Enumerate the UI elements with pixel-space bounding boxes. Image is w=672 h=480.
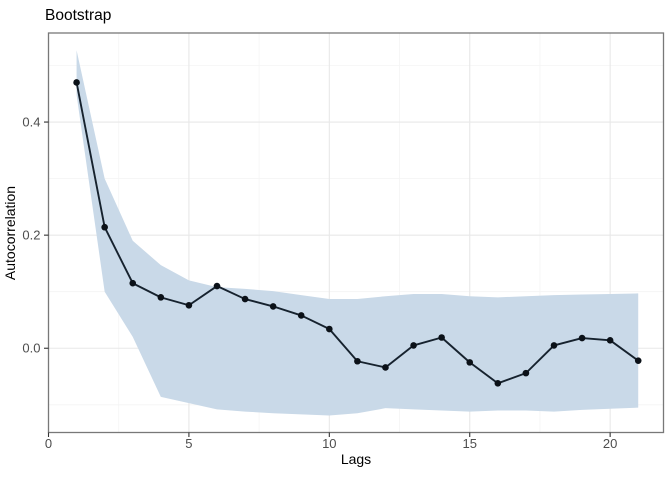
acf-point bbox=[241, 295, 249, 303]
acf-point bbox=[550, 342, 558, 349]
acf-point bbox=[326, 325, 333, 333]
axis-ticks: 0 5 10 15 20 0.0 0.2 0.4 bbox=[22, 115, 617, 451]
chart-title: Bootstrap bbox=[45, 7, 112, 24]
x-tick-label: 20 bbox=[603, 436, 617, 451]
acf-point bbox=[213, 282, 221, 290]
acf-point bbox=[410, 342, 417, 349]
acf-points bbox=[73, 79, 642, 387]
x-tick-label: 5 bbox=[185, 436, 192, 451]
confidence-band bbox=[76, 50, 639, 416]
acf-point bbox=[354, 357, 361, 365]
y-tick-label: 0.2 bbox=[22, 228, 40, 243]
x-tick-label: 0 bbox=[45, 436, 52, 451]
acf-point bbox=[438, 334, 445, 341]
acf-point bbox=[269, 303, 277, 310]
acf-point bbox=[522, 369, 530, 377]
y-tick-label: 0.0 bbox=[22, 341, 40, 356]
acf-point bbox=[185, 301, 193, 309]
acf-point bbox=[73, 79, 80, 86]
acf-point bbox=[494, 380, 502, 387]
acf-point bbox=[578, 334, 586, 342]
x-tick-label: 10 bbox=[322, 436, 336, 451]
acf-point bbox=[157, 294, 165, 301]
x-tick-label: 15 bbox=[462, 436, 476, 451]
acf-point bbox=[634, 357, 642, 364]
acf-point bbox=[101, 223, 108, 231]
panel-border bbox=[47, 32, 665, 434]
acf-point bbox=[606, 337, 614, 344]
acf-point bbox=[466, 359, 474, 366]
acf-point bbox=[129, 279, 137, 287]
y-tick-label: 0.4 bbox=[22, 115, 40, 130]
acf-point bbox=[297, 312, 305, 319]
acf-point bbox=[382, 364, 389, 371]
x-axis-title: Lags bbox=[340, 451, 372, 467]
